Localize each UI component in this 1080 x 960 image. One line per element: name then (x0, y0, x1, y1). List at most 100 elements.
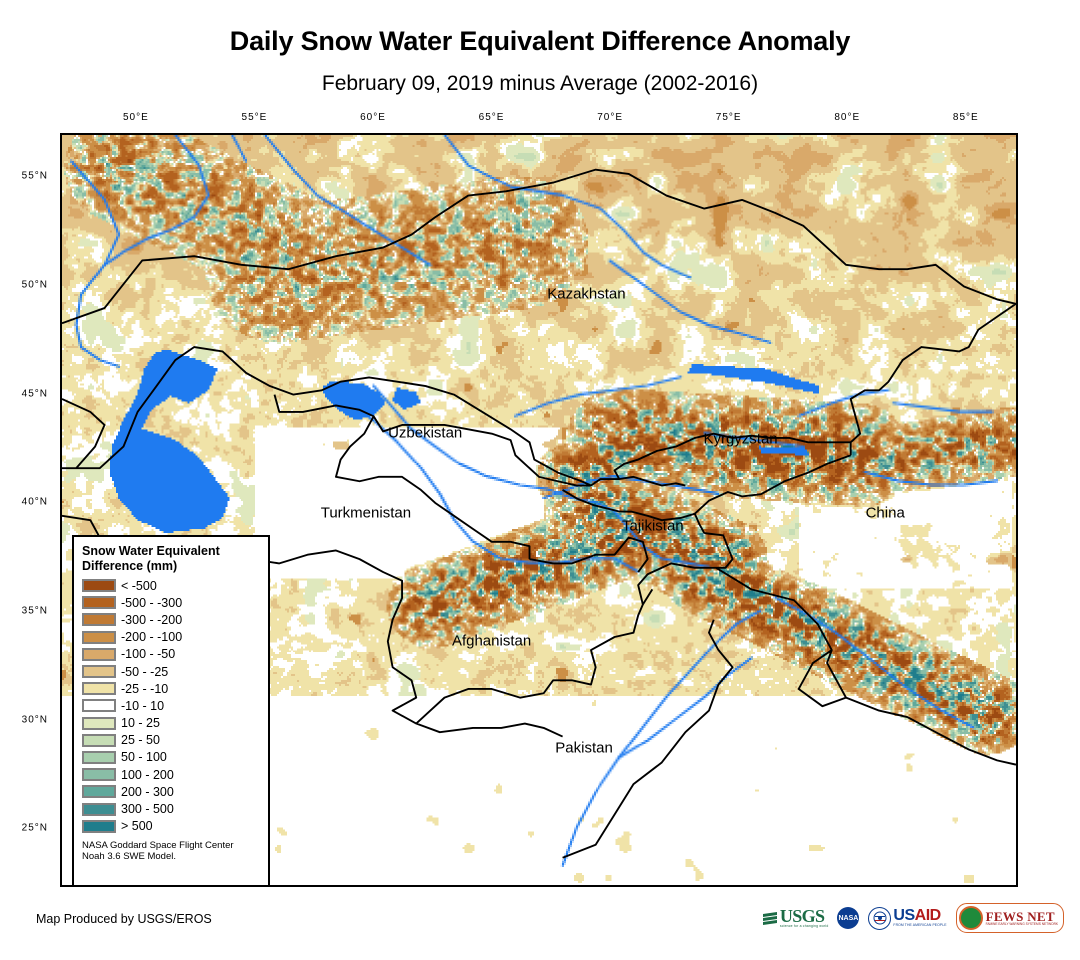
usgs-logo: USGS science for a changing world (762, 905, 829, 931)
usgs-wave-icon (762, 911, 777, 925)
lon-tick (731, 133, 732, 135)
legend-row: < -500 (82, 577, 260, 594)
legend-row: -50 - -25 (82, 663, 260, 680)
lon-tick (968, 133, 969, 135)
fewsnet-globe-icon (958, 906, 983, 930)
legend-label: -500 - -300 (121, 595, 183, 610)
legend-swatch (82, 579, 116, 593)
lat-tick (60, 722, 62, 723)
usgs-logo-tagline: science for a changing world (779, 924, 829, 929)
lat-tick (60, 178, 62, 179)
legend-row: -100 - -50 (82, 646, 260, 663)
legend-label: 300 - 500 (121, 802, 174, 817)
map-vector-overlay (62, 168, 1016, 859)
country-borders (62, 168, 1016, 859)
legend-label: > 500 (121, 819, 153, 834)
legend-swatch (82, 699, 116, 713)
legend-label: -300 - -200 (121, 612, 183, 627)
legend-swatch (82, 768, 116, 782)
legend-row: 100 - 200 (82, 766, 260, 783)
legend-class-list: < -500 -500 - -300 -300 - -200 -200 - -100 -… (82, 577, 260, 835)
lat-label: 50°N (21, 279, 48, 291)
legend-label: -100 - -50 (121, 647, 176, 662)
country-label-pakistan: Pakistan (555, 739, 613, 757)
map-legend: Snow Water Equivalent Difference (mm) < … (72, 535, 270, 887)
lon-label: 80°E (834, 112, 861, 123)
lat-tick (60, 396, 62, 397)
nasa-logo: NASA (837, 905, 860, 931)
lon-label: 55°E (241, 112, 268, 123)
map-credit: Map Produced by USGS/EROS (36, 912, 212, 926)
legend-row: > 500 (82, 818, 260, 835)
page-subtitle: February 09, 2019 minus Average (2002-20… (321, 72, 759, 95)
legend-swatch (82, 733, 116, 747)
lat-tick (60, 504, 62, 505)
fewsnet-logo-text: FEWS NET (985, 908, 1055, 924)
usaid-seal-icon (868, 906, 892, 930)
lat-tick (60, 613, 62, 614)
legend-label: 100 - 200 (121, 767, 174, 782)
legend-row: 25 - 50 (82, 732, 260, 749)
legend-label: 25 - 50 (121, 733, 160, 748)
lat-label: 35°N (21, 605, 48, 617)
legend-title: Snow Water Equivalent Difference (mm) (82, 544, 260, 574)
legend-label: 50 - 100 (121, 750, 167, 765)
lon-tick (612, 133, 613, 135)
lon-tick (138, 133, 139, 135)
usaid-logo-text: USAID (893, 907, 941, 925)
legend-row: 10 - 25 (82, 715, 260, 732)
legend-swatch (82, 613, 116, 627)
nasa-meatball-icon: NASA (837, 907, 860, 929)
country-label-turkmenistan: Turkmenistan (320, 504, 412, 522)
country-label-kazakhstan: Kazakhstan (547, 285, 626, 303)
country-label-china: China (865, 504, 905, 522)
country-label-uzbekistan: Uzbekistan (388, 424, 463, 442)
lat-label: 25°N (21, 822, 48, 834)
lon-label: 50°E (122, 112, 149, 123)
legend-swatch (82, 665, 116, 679)
legend-title-line1: Snow Water Equivalent (82, 544, 220, 558)
lon-label: 60°E (360, 112, 386, 123)
legend-swatch (82, 630, 116, 644)
lon-tick (256, 133, 257, 135)
usaid-logo: USAID FROM THE AMERICAN PEOPLE (868, 905, 947, 931)
legend-row: 300 - 500 (82, 800, 260, 817)
legend-swatch (82, 819, 116, 833)
legend-label: -25 - -10 (121, 681, 169, 696)
legend-row: -25 - -10 (82, 680, 260, 697)
legend-swatch (82, 716, 116, 730)
lat-tick (60, 830, 62, 831)
legend-row: -200 - -100 (82, 629, 260, 646)
legend-footnote-line2: Noah 3.6 SWE Model. (82, 851, 176, 863)
usgs-logo-text: USGS (779, 906, 825, 927)
legend-row: 50 - 100 (82, 749, 260, 766)
fewsnet-logo: FEWS NET FAMINE EARLY WARNING SYSTEMS NE… (955, 903, 1064, 933)
legend-row: 200 - 300 (82, 783, 260, 800)
lon-tick (849, 133, 850, 135)
legend-swatch (82, 802, 116, 816)
country-label-afghanistan: Afghanistan (451, 632, 532, 650)
lat-label: 40°N (21, 496, 48, 508)
agency-logo-bar: USGS science for a changing world NASA U… (762, 903, 1064, 933)
legend-row: -500 - -300 (82, 594, 260, 611)
legend-swatch (82, 785, 116, 799)
legend-swatch (82, 682, 116, 696)
fewsnet-logo-tagline: FAMINE EARLY WARNING SYSTEMS NETWORK (985, 921, 1058, 926)
lon-label: 65°E (478, 112, 505, 123)
legend-row: -300 - -200 (82, 611, 260, 628)
legend-title-line2: Difference (mm) (82, 559, 178, 573)
legend-swatch (82, 750, 116, 764)
legend-label: < -500 (121, 578, 157, 593)
lon-label: 75°E (715, 112, 742, 123)
lon-label: 70°E (597, 112, 624, 123)
legend-label: 10 - 25 (121, 716, 160, 731)
legend-footnote: NASA Goddard Space Flight Center Noah 3.… (82, 840, 260, 863)
usaid-logo-tagline: FROM THE AMERICAN PEOPLE (893, 923, 947, 928)
lon-tick (494, 133, 495, 135)
legend-swatch (82, 647, 116, 661)
legend-label: -200 - -100 (121, 630, 183, 645)
lon-label: 85°E (952, 112, 979, 123)
lat-label: 30°N (21, 714, 48, 726)
legend-label: -50 - -25 (121, 664, 169, 679)
legend-swatch (82, 596, 116, 610)
